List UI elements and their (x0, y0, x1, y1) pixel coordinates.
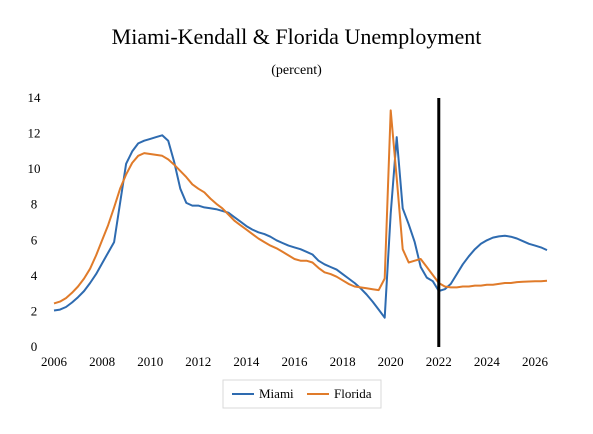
y-tick-label: 14 (28, 90, 42, 105)
x-tick-label: 2012 (185, 354, 211, 369)
y-tick-label: 0 (31, 339, 38, 354)
x-tick-label: 2018 (330, 354, 356, 369)
series-line-florida (53, 109, 548, 305)
chart-title: Miami-Kendall & Florida Unemployment (111, 24, 482, 49)
legend-label-florida: Florida (334, 386, 372, 401)
series-line-miami (53, 134, 548, 319)
x-tick-label: 2008 (89, 354, 115, 369)
y-axis-ticks: 0 2 4 6 8 10 12 14 (28, 90, 42, 354)
x-tick-label: 2022 (426, 354, 452, 369)
x-axis-ticks: 2006 2008 2010 2012 2014 2016 2018 2020 2022 2024… (41, 354, 548, 369)
y-tick-label: 6 (31, 232, 38, 247)
legend-label-miami: Miami (259, 386, 294, 401)
y-tick-label: 4 (31, 268, 38, 283)
x-tick-label: 2016 (281, 354, 308, 369)
x-tick-label: 2006 (41, 354, 68, 369)
series-lines (53, 109, 548, 319)
y-tick-label: 2 (31, 303, 38, 318)
x-tick-label: 2014 (233, 354, 260, 369)
legend: Miami Florida (222, 379, 382, 409)
y-tick-label: 8 (31, 197, 38, 212)
x-tick-label: 2020 (378, 354, 404, 369)
chart-subtitle: (percent) (271, 63, 322, 78)
x-tick-label: 2026 (522, 354, 549, 369)
y-tick-label: 12 (28, 126, 41, 141)
y-tick-label: 10 (28, 161, 41, 176)
x-tick-label: 2010 (137, 354, 163, 369)
x-tick-label: 2024 (474, 354, 501, 369)
